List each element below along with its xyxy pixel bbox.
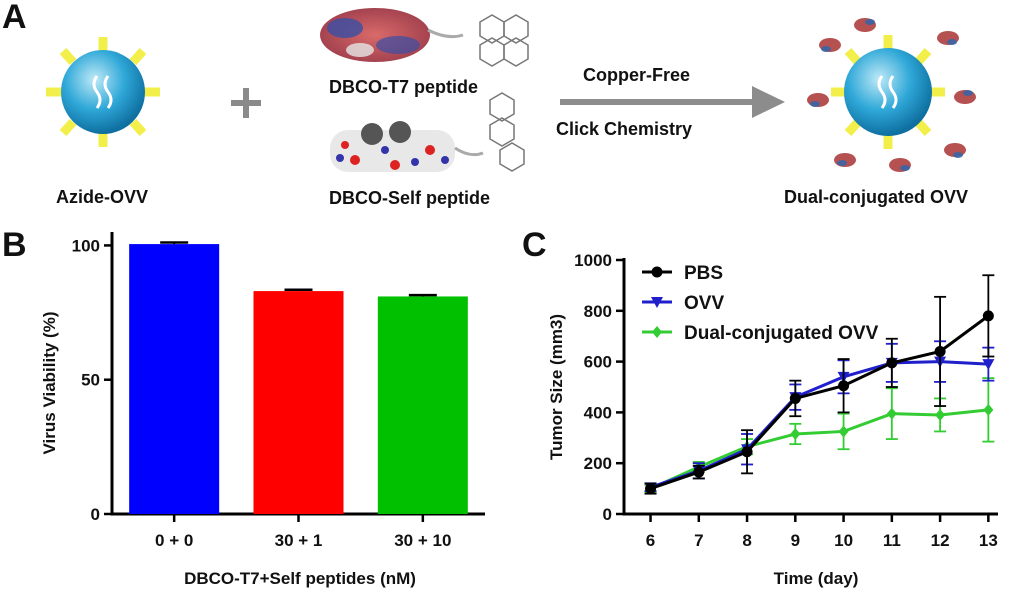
x-axis-label: DBCO-T7+Self peptides (nM) bbox=[184, 569, 416, 588]
legend-label: Dual-conjugated OVV bbox=[684, 323, 879, 344]
y-tick-label: 400 bbox=[584, 403, 612, 422]
data-point bbox=[935, 408, 946, 421]
legend-marker bbox=[652, 326, 662, 338]
y-axis-label: Tumor Size (mm3) bbox=[547, 314, 566, 460]
y-tick-label: 0 bbox=[91, 505, 100, 524]
bar bbox=[129, 244, 220, 515]
x-tick-label: 11 bbox=[883, 531, 901, 550]
y-tick-label: 600 bbox=[584, 353, 612, 372]
legend-label: OVV bbox=[684, 293, 724, 314]
y-axis-label: Virus Viability (%) bbox=[40, 312, 59, 455]
x-tick-label: 10 bbox=[834, 531, 853, 550]
x-tick-label: 13 bbox=[979, 531, 998, 550]
series-line bbox=[650, 314, 990, 491]
data-point bbox=[693, 466, 705, 478]
data-point bbox=[983, 403, 994, 416]
x-tick-label: 0 + 0 bbox=[155, 531, 193, 550]
y-tick-label: 800 bbox=[584, 302, 612, 321]
bar-chart-virus-viability: 0 50 100 0 + 0 30 + 1 30 + 10 DBCO-T7+Self pep… bbox=[40, 232, 485, 588]
dual-conjugated-ovv-particle bbox=[807, 18, 976, 172]
x-axis-label: Time (day) bbox=[774, 569, 859, 588]
x-tick-label: 30 + 1 bbox=[275, 531, 323, 550]
data-point bbox=[838, 425, 849, 438]
x-tick-label: 9 bbox=[791, 531, 800, 550]
x-tick-label: 6 bbox=[646, 531, 655, 550]
data-point bbox=[886, 407, 897, 420]
series-dual-conjugated-ovv bbox=[644, 377, 995, 495]
panel-b-letter: B bbox=[2, 226, 27, 264]
y-tick-label: 200 bbox=[584, 454, 612, 473]
y-tick-label: 50 bbox=[81, 371, 100, 390]
data-point bbox=[886, 357, 898, 369]
data-point bbox=[789, 392, 801, 404]
panel-c-letter: C bbox=[522, 226, 547, 264]
series-line bbox=[649, 408, 989, 490]
dbco-t7-molecule-icon bbox=[320, 8, 529, 67]
x-tick-label: 30 + 10 bbox=[394, 531, 451, 550]
legend-marker bbox=[651, 297, 663, 308]
dbco-self-molecule-icon bbox=[330, 92, 525, 172]
schematic-panel-a bbox=[46, 8, 976, 172]
data-point bbox=[982, 359, 995, 371]
dbco-self-label: DBCO-Self peptide bbox=[329, 188, 491, 208]
y-tick-label: 0 bbox=[603, 505, 612, 524]
data-point bbox=[790, 427, 801, 440]
legend-marker bbox=[651, 266, 663, 278]
data-point bbox=[934, 345, 946, 357]
legend: PBS OVV Dual-conjugated OVV bbox=[642, 263, 879, 344]
panel-a-letter: A bbox=[2, 0, 27, 36]
plus-icon bbox=[231, 88, 261, 118]
x-tick-label: 12 bbox=[931, 531, 950, 550]
data-point bbox=[741, 446, 753, 458]
arrow-bottom-label: Click Chemistry bbox=[556, 119, 693, 139]
dbco-t7-label: DBCO-T7 peptide bbox=[329, 77, 479, 97]
bar bbox=[377, 296, 468, 514]
bar bbox=[253, 291, 344, 514]
x-tick-label: 7 bbox=[694, 531, 703, 550]
legend-label: PBS bbox=[684, 263, 723, 284]
series-pbs bbox=[644, 274, 995, 495]
azide-ovv-particle bbox=[46, 37, 160, 147]
x-tick-label: 8 bbox=[742, 531, 751, 550]
azide-ovv-label: Azide-OVV bbox=[56, 187, 149, 207]
data-point bbox=[838, 380, 850, 392]
data-point bbox=[982, 310, 994, 322]
product-label: Dual-conjugated OVV bbox=[784, 187, 969, 207]
data-point bbox=[645, 483, 657, 495]
line-chart-tumor-size: 0 200 400 600 800 1000 6 7 8 9 10 11 12 13 PBS OVV Dual-… bbox=[547, 251, 998, 588]
y-tick-label: 100 bbox=[72, 236, 100, 255]
y-tick-label: 1000 bbox=[574, 251, 612, 270]
reaction-arrow-icon bbox=[560, 86, 785, 118]
arrow-top-label: Copper-Free bbox=[583, 65, 691, 85]
